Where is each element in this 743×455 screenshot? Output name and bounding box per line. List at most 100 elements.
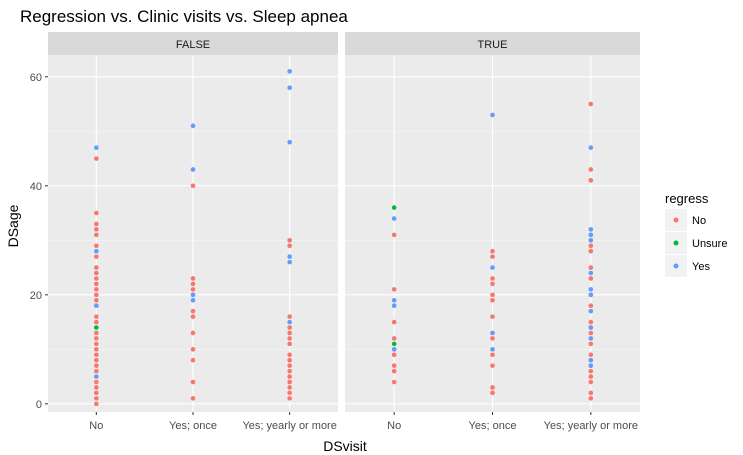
x-axis-title: DSvisit xyxy=(323,438,367,454)
y-axis: 0 20 40 60 xyxy=(30,72,48,411)
point-no xyxy=(490,281,495,287)
legend-item-unsure: Unsure xyxy=(665,232,727,254)
point-no xyxy=(287,363,292,368)
point-no xyxy=(287,390,292,396)
point-no xyxy=(190,314,196,319)
point-no xyxy=(588,276,594,281)
point-no xyxy=(190,347,196,352)
point-yes xyxy=(588,357,594,363)
point-no xyxy=(490,390,495,396)
point-no xyxy=(94,368,99,374)
point-yes xyxy=(588,238,594,243)
point-no xyxy=(391,232,397,238)
point-no xyxy=(94,221,99,227)
point-no xyxy=(588,248,594,254)
point-no xyxy=(588,330,594,336)
point-yes xyxy=(190,297,196,303)
point-no xyxy=(588,178,594,183)
point-no xyxy=(94,336,99,341)
point-no xyxy=(94,385,99,390)
point-yes xyxy=(588,308,594,314)
point-no xyxy=(94,352,99,358)
x-tick-label: No xyxy=(89,420,103,432)
legend: regress No Unsure Yes xyxy=(665,191,727,277)
point-no xyxy=(94,297,99,303)
point-no xyxy=(588,379,594,385)
point-no xyxy=(588,390,594,396)
point-unsure xyxy=(391,205,397,210)
point-no xyxy=(287,341,292,347)
point-no xyxy=(287,352,292,358)
legend-title: regress xyxy=(665,191,709,206)
legend-label: No xyxy=(692,215,706,227)
point-no xyxy=(190,396,196,401)
point-no xyxy=(190,308,196,314)
point-no xyxy=(490,385,495,390)
panel-true: TRUE xyxy=(345,32,640,412)
point-yes xyxy=(588,145,594,150)
point-yes xyxy=(490,330,495,336)
point-no xyxy=(287,374,292,379)
point-no xyxy=(94,243,99,249)
facet-strip-label: TRUE xyxy=(478,39,508,51)
point-yes xyxy=(391,216,397,221)
panels: FALSE TRUE xyxy=(48,32,640,412)
y-tick-label: 40 xyxy=(30,181,42,193)
point-no xyxy=(190,276,196,281)
point-no xyxy=(94,314,99,319)
point-no xyxy=(94,379,99,385)
point-no xyxy=(490,314,495,319)
point-yes xyxy=(391,347,397,352)
facet-strip xyxy=(48,32,338,55)
legend-marker xyxy=(673,263,679,269)
point-no xyxy=(490,292,495,298)
point-no xyxy=(287,314,292,319)
x-tick-label: No xyxy=(387,420,401,432)
point-no xyxy=(391,287,397,292)
point-yes xyxy=(588,363,594,368)
point-yes xyxy=(391,297,397,303)
point-yes xyxy=(588,270,594,276)
point-no xyxy=(94,227,99,232)
point-no xyxy=(94,276,99,281)
point-no xyxy=(190,183,196,189)
point-no xyxy=(391,352,397,358)
point-no xyxy=(94,232,99,238)
point-yes xyxy=(490,112,495,118)
point-no xyxy=(490,352,495,358)
legend-item-yes: Yes xyxy=(665,255,710,277)
y-axis-title: DSage xyxy=(5,204,21,247)
point-no xyxy=(490,248,495,254)
point-no xyxy=(287,357,292,363)
point-no xyxy=(391,379,397,385)
facet-strip xyxy=(345,32,640,55)
y-tick-label: 0 xyxy=(36,399,42,411)
point-yes xyxy=(588,287,594,292)
point-no xyxy=(94,396,99,401)
point-no xyxy=(94,254,99,259)
point-no xyxy=(588,243,594,249)
point-yes xyxy=(391,303,397,309)
legend-item-no: No xyxy=(665,209,706,231)
point-yes xyxy=(94,145,99,150)
point-no xyxy=(94,363,99,368)
point-unsure xyxy=(391,341,397,347)
legend-label: Unsure xyxy=(692,238,727,250)
point-no xyxy=(287,243,292,249)
point-yes xyxy=(287,259,292,265)
point-no xyxy=(94,156,99,161)
point-no xyxy=(94,319,99,325)
point-no xyxy=(94,210,99,216)
point-yes xyxy=(287,85,292,91)
point-yes xyxy=(287,319,292,325)
point-no xyxy=(94,287,99,292)
point-yes xyxy=(588,292,594,298)
point-no xyxy=(94,281,99,287)
x-tick-label: Yes; once xyxy=(169,420,217,432)
point-yes xyxy=(190,123,196,129)
point-no xyxy=(588,319,594,325)
point-no xyxy=(588,265,594,270)
point-no xyxy=(287,238,292,243)
point-yes xyxy=(94,374,99,379)
y-tick-label: 60 xyxy=(30,72,42,84)
